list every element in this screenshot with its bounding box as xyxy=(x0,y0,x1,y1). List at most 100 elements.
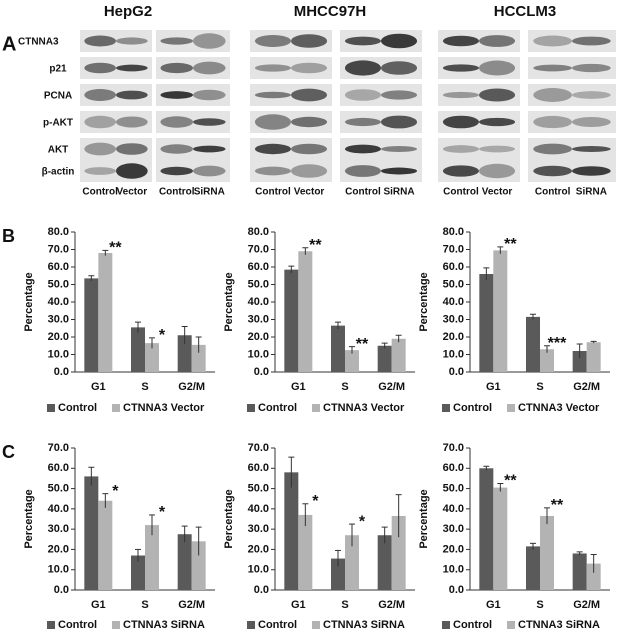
legend-swatch xyxy=(442,621,450,629)
protein-label: CTNNA3 xyxy=(18,37,59,48)
significance-mark: ** xyxy=(109,240,122,257)
cell-line-label: HCCLM3 xyxy=(494,3,557,20)
bar xyxy=(572,553,587,590)
y-tick-label: 60.0 xyxy=(443,261,464,273)
blot-background xyxy=(80,111,152,133)
y-tick-label: 10.0 xyxy=(48,564,69,576)
blot-background xyxy=(250,57,332,79)
legend-swatch xyxy=(312,621,320,629)
y-tick-label: 40.0 xyxy=(48,503,69,515)
legend-swatch xyxy=(47,404,55,412)
blot-band xyxy=(84,142,117,156)
blot-background xyxy=(340,84,422,106)
lane-label: SiRNA xyxy=(576,187,607,198)
significance-mark: * xyxy=(159,504,166,521)
significance-mark: ** xyxy=(551,497,564,514)
lane-label: Vector xyxy=(482,187,513,198)
blot-band xyxy=(254,143,291,155)
y-tick-label: 60.0 xyxy=(443,462,464,474)
lane-label: Control xyxy=(82,187,118,198)
x-tick-label: S xyxy=(536,599,543,611)
bar xyxy=(377,535,392,590)
y-tick-label: 10.0 xyxy=(443,564,464,576)
x-tick-label: S xyxy=(536,381,543,393)
bar xyxy=(298,514,313,590)
legend-label: CTNNA3 SiRNA xyxy=(518,619,600,631)
y-tick-label: 50.0 xyxy=(48,482,69,494)
blot-band xyxy=(160,166,193,176)
blot-band xyxy=(479,163,516,179)
bar xyxy=(479,274,494,372)
y-tick-label: 30.0 xyxy=(443,313,464,325)
bar xyxy=(84,278,99,372)
y-tick-label: 60.0 xyxy=(248,462,269,474)
blot-band xyxy=(479,117,516,127)
blot-band xyxy=(254,34,291,48)
blot-band xyxy=(381,90,418,100)
blot-band xyxy=(344,36,381,46)
y-tick-label: 20.0 xyxy=(443,543,464,555)
y-tick-label: 10.0 xyxy=(248,564,269,576)
x-tick-label: G2/M xyxy=(378,599,405,611)
x-tick-label: S xyxy=(141,381,148,393)
blot-band xyxy=(254,91,291,99)
y-tick-label: 50.0 xyxy=(248,482,269,494)
y-tick-label: 80.0 xyxy=(48,226,69,238)
blot-band xyxy=(116,116,148,128)
cell-line-label: MHCC97H xyxy=(294,3,367,20)
blot-band xyxy=(344,89,381,101)
blot-band xyxy=(193,165,226,177)
blot-band xyxy=(442,165,479,177)
blot-band xyxy=(160,37,193,45)
y-tick-label: 70.0 xyxy=(248,243,269,255)
y-tick-label: 40.0 xyxy=(48,296,69,308)
x-tick-label: G2/M xyxy=(178,599,205,611)
y-tick-label: 60.0 xyxy=(48,462,69,474)
blot-band xyxy=(193,118,226,126)
y-tick-label: 20.0 xyxy=(248,331,269,343)
blot-band xyxy=(572,145,611,153)
protein-label: p21 xyxy=(49,64,67,75)
blot-band xyxy=(533,115,572,129)
y-tick-label: 50.0 xyxy=(248,278,269,290)
blot-band xyxy=(344,60,381,76)
y-tick-label: 30.0 xyxy=(443,523,464,535)
y-tick-label: 50.0 xyxy=(48,278,69,290)
bar xyxy=(540,515,554,590)
bar xyxy=(540,349,554,372)
bar xyxy=(479,468,494,590)
lane-label: SiRNA xyxy=(194,187,225,198)
protein-label: PCNA xyxy=(44,91,72,102)
y-tick-label: 80.0 xyxy=(248,226,269,238)
blot-band xyxy=(442,91,479,99)
bar xyxy=(572,351,587,372)
y-tick-label: 10.0 xyxy=(48,348,69,360)
blot-band xyxy=(479,60,516,76)
y-tick-label: 70.0 xyxy=(443,442,464,454)
legend-swatch xyxy=(47,621,55,629)
x-tick-label: G1 xyxy=(91,381,106,393)
legend-swatch xyxy=(507,621,515,629)
bar xyxy=(84,476,99,590)
blot-band xyxy=(160,62,193,74)
blot-band xyxy=(116,163,148,179)
bar xyxy=(298,251,313,372)
lane-label: SiRNA xyxy=(383,187,414,198)
y-axis-label: Percentage xyxy=(23,272,35,331)
blot-band xyxy=(572,36,611,46)
legend-swatch xyxy=(112,621,120,629)
x-tick-label: G2/M xyxy=(573,381,600,393)
blot-band xyxy=(291,143,328,155)
lane-label: Control xyxy=(443,187,479,198)
y-tick-label: 0.0 xyxy=(254,366,269,378)
protein-label: p-AKT xyxy=(43,118,73,129)
lane-label: Vector xyxy=(294,187,325,198)
significance-mark: ** xyxy=(309,237,322,254)
protein-label: β-actin xyxy=(42,167,75,178)
significance-mark: ** xyxy=(356,336,369,353)
y-tick-label: 70.0 xyxy=(48,243,69,255)
y-tick-label: 50.0 xyxy=(443,278,464,290)
x-tick-label: G2/M xyxy=(178,381,205,393)
legend-label: Control xyxy=(258,619,297,631)
blot-band xyxy=(479,35,516,47)
